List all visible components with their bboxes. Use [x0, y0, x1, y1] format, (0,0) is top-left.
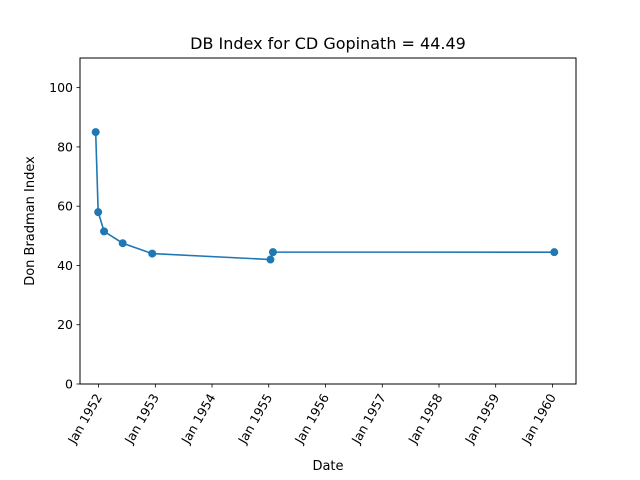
x-tick-label: Jan 1958 — [405, 391, 446, 447]
x-tick-label: Jan 1960 — [518, 391, 559, 447]
chart-title: DB Index for CD Gopinath = 44.49 — [190, 34, 466, 53]
y-tick-label: 20 — [57, 317, 73, 332]
x-tick-label: Jan 1955 — [234, 391, 275, 447]
plot-area-frame — [79, 57, 577, 385]
y-tick-label: 60 — [57, 199, 73, 214]
data-point — [268, 248, 277, 257]
series-layer — [91, 128, 559, 264]
data-point — [94, 208, 103, 217]
data-point — [91, 128, 100, 137]
x-tick-label: Jan 1953 — [121, 391, 162, 447]
y-tick-label: 40 — [57, 258, 73, 273]
x-tick-label: Jan 1959 — [461, 391, 502, 447]
y-tick-label: 0 — [65, 377, 73, 392]
x-tick-label: Jan 1954 — [178, 391, 219, 447]
data-point — [148, 249, 157, 258]
x-axis: Jan 1952 Jan 1953 Jan 1954 Jan 1955 Jan 1956… — [64, 384, 559, 447]
x-tick-label: Jan 1956 — [291, 391, 332, 447]
y-axis-label: Don Bradman Index — [23, 156, 38, 286]
data-point — [100, 227, 109, 236]
data-point — [550, 248, 559, 257]
y-axis: 0 20 40 60 80 100 — [49, 80, 80, 392]
y-tick-label: 80 — [57, 139, 73, 154]
x-tick-label: Jan 1957 — [348, 391, 389, 447]
y-tick-label: 100 — [49, 80, 73, 95]
x-tick-label: Jan 1952 — [64, 391, 105, 447]
x-axis-label: Date — [312, 459, 343, 474]
series-line — [94, 132, 555, 261]
data-point — [266, 255, 275, 264]
data-point — [118, 239, 127, 248]
